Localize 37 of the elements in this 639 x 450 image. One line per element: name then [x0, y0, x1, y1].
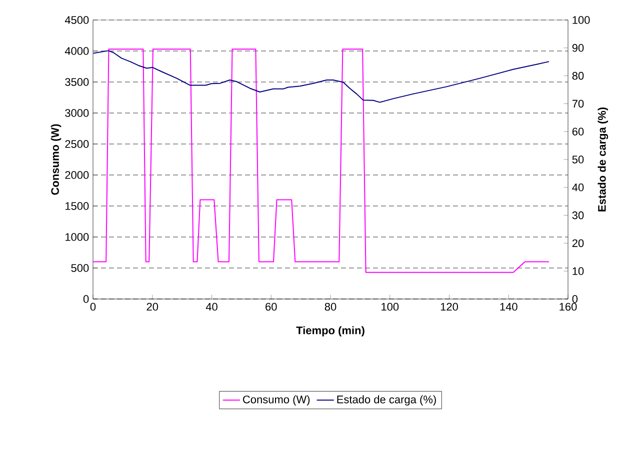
y2-tick-label: 80: [572, 72, 584, 80]
y-tick-label: 500: [71, 264, 89, 272]
y2-tick-label: 10: [572, 267, 584, 275]
x-tick-label: 20: [146, 302, 158, 311]
x-tick-label: 40: [206, 302, 218, 311]
y-tick-label: 2000: [65, 171, 89, 179]
y-axis-title: Consumo (W): [50, 124, 62, 195]
x-tick-label: 140: [500, 302, 518, 311]
x-tick-label: 100: [382, 302, 399, 311]
y-tick-label: 4000: [64, 47, 89, 55]
x-tick-label: 80: [324, 302, 336, 311]
y2-tick-label: 0: [572, 295, 578, 303]
y-tick-label: 4500: [64, 16, 89, 24]
y-tick-label: 3000: [65, 109, 89, 117]
y2-tick-label: 20: [572, 239, 584, 248]
y2-tick-label: 70: [572, 100, 584, 108]
y-tick-label: 1500: [65, 202, 89, 210]
y2-axis-title: Estado de carga (%): [598, 107, 608, 212]
line-series: [93, 50, 550, 103]
y-tick-label: 2500: [65, 140, 89, 148]
x-tick-label: 160: [560, 302, 577, 311]
y2-tick-label: 60: [572, 128, 584, 136]
y-tick-label: 1000: [65, 233, 89, 241]
y2-tick-label: 90: [572, 44, 584, 52]
x-axis-title: Tiempo (min): [296, 326, 364, 336]
legend-label: Estado de carga (%): [337, 395, 436, 406]
x-tick-label: 0: [90, 302, 96, 311]
y2-tick-label: 30: [572, 211, 584, 220]
y2-tick-label: 40: [572, 184, 584, 192]
legend-label: Consumo (W): [243, 395, 310, 406]
y-tick-label: 0: [83, 295, 89, 303]
x-tick-label: 60: [266, 302, 277, 311]
y2-tick-label: 50: [572, 156, 584, 164]
x-tick-label: 120: [440, 302, 458, 311]
y-tick-label: 3500: [65, 78, 89, 86]
line-series: [93, 48, 550, 273]
y2-tick-label: 100: [572, 16, 590, 24]
